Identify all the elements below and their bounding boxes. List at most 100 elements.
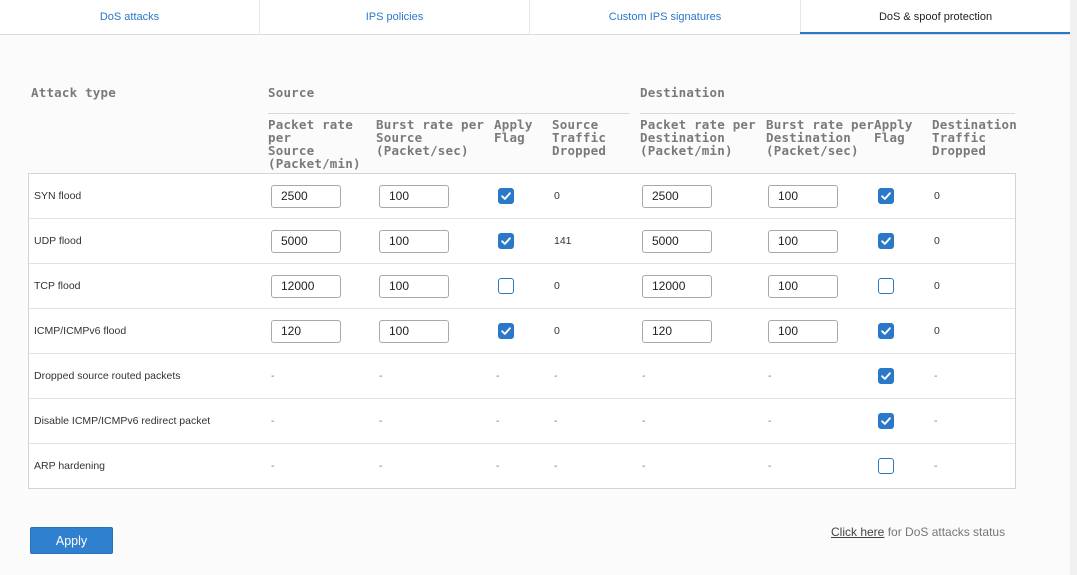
dst-apply-flag-checkbox-cell bbox=[878, 444, 894, 488]
src-packet-rate-input[interactable] bbox=[271, 229, 341, 253]
dst-packet-rate-input-cell bbox=[642, 219, 712, 263]
table-row: TCP flood 0 0 bbox=[29, 264, 1015, 309]
dst-apply-flag-checkbox[interactable] bbox=[878, 188, 894, 204]
dst-burst-rate-input[interactable] bbox=[768, 274, 838, 298]
src-packet-rate-input-cell bbox=[271, 264, 341, 308]
src-apply-flag-checkbox-cell bbox=[498, 219, 514, 263]
header-line: Dropped bbox=[932, 143, 987, 158]
attack-type-label: ICMP/ICMPv6 flood bbox=[34, 325, 127, 337]
src-packet-rate-input[interactable] bbox=[271, 319, 341, 343]
destination-group-header: Destination bbox=[640, 85, 725, 100]
dst-apply-flag-checkbox[interactable] bbox=[878, 233, 894, 249]
tab-bar: DoS attacks IPS policies Custom IPS sign… bbox=[0, 0, 1070, 35]
src-packet-rate-input[interactable] bbox=[271, 184, 341, 208]
src-apply-flag-checkbox[interactable] bbox=[498, 323, 514, 339]
checkmark-icon bbox=[881, 417, 891, 425]
dst-packet-rate-input[interactable] bbox=[642, 184, 712, 208]
src-traffic-dropped-value: 0 bbox=[554, 190, 560, 202]
dst-apply-flag-checkbox[interactable] bbox=[878, 458, 894, 474]
dst-burst-rate-input-empty: - bbox=[768, 460, 772, 472]
src-burst-rate-input[interactable] bbox=[379, 274, 449, 298]
destination-header-divider bbox=[640, 113, 1015, 114]
src-burst-rate-input[interactable] bbox=[379, 184, 449, 208]
dst-burst-rate-input-cell bbox=[768, 264, 838, 308]
src-burst-rate-input-cell bbox=[379, 219, 449, 263]
dst-traffic-dropped-value: 0 bbox=[934, 190, 940, 202]
dst-packet-rate-input-empty: - bbox=[642, 370, 646, 382]
dst-packet-rate-input-empty: - bbox=[642, 415, 646, 427]
header-line: Apply bbox=[494, 117, 533, 132]
table-row: ICMP/ICMPv6 flood 0 0 bbox=[29, 309, 1015, 354]
attack-type-label: TCP flood bbox=[34, 280, 81, 292]
src-burst-rate-input-empty: - bbox=[379, 460, 383, 472]
checkmark-icon bbox=[881, 372, 891, 380]
dst-burst-rate-input-cell bbox=[768, 309, 838, 353]
dst-apply-flag-checkbox[interactable] bbox=[878, 278, 894, 294]
header-line: Source bbox=[552, 117, 599, 132]
src-burst-rate-input[interactable] bbox=[379, 319, 449, 343]
attack-type-label: SYN flood bbox=[34, 190, 82, 202]
dst-packet-rate-input-empty: - bbox=[642, 460, 646, 472]
header-line: Flag bbox=[874, 130, 905, 145]
dst-burst-rate-input[interactable] bbox=[768, 229, 838, 253]
dst-burst-rate-input[interactable] bbox=[768, 184, 838, 208]
dst-apply-flag-checkbox[interactable] bbox=[878, 368, 894, 384]
dst-packet-rate-input[interactable] bbox=[642, 229, 712, 253]
src-packet-rate-input-cell bbox=[271, 309, 341, 353]
tab-custom-ips-signatures[interactable]: Custom IPS signatures bbox=[529, 0, 800, 34]
dst-packet-rate-input-cell bbox=[642, 174, 712, 218]
src-packet-rate-input-empty: - bbox=[271, 460, 275, 472]
checkmark-icon bbox=[881, 192, 891, 200]
src-apply-flag-checkbox-cell bbox=[498, 309, 514, 353]
dst-packet-rate-input[interactable] bbox=[642, 274, 712, 298]
dos-status-text: for DoS attacks status bbox=[884, 525, 1006, 539]
source-group-header: Source bbox=[268, 85, 315, 100]
src-burst-rate-input[interactable] bbox=[379, 229, 449, 253]
header-line: Traffic bbox=[552, 130, 607, 145]
source-header-divider bbox=[268, 113, 630, 114]
dst-apply-flag-checkbox-cell bbox=[878, 219, 894, 263]
scrollbar-track[interactable] bbox=[1070, 0, 1077, 575]
dst-apply-flag-checkbox[interactable] bbox=[878, 413, 894, 429]
dst-traffic-dropped-value: - bbox=[934, 460, 938, 472]
dst-apply-flag-checkbox[interactable] bbox=[878, 323, 894, 339]
tab-dos-spoof-protection[interactable]: DoS & spoof protection bbox=[800, 0, 1070, 34]
dst-traffic-dropped-value: - bbox=[934, 415, 938, 427]
dst-packet-rate-input[interactable] bbox=[642, 319, 712, 343]
table-row: Disable ICMP/ICMPv6 redirect packet - - - - -… bbox=[29, 399, 1015, 444]
checkmark-icon bbox=[501, 192, 511, 200]
src-burst-rate-input-cell bbox=[379, 174, 449, 218]
dst-burst-rate-input-cell bbox=[768, 219, 838, 263]
header-line: Source bbox=[268, 143, 315, 158]
table-row: ARP hardening - - - - - - - bbox=[29, 444, 1015, 489]
src-apply-flag-checkbox[interactable] bbox=[498, 233, 514, 249]
attack-type-label: Disable ICMP/ICMPv6 redirect packet bbox=[34, 415, 211, 427]
src-burst-rate-input-cell bbox=[379, 264, 449, 308]
tab-ips-policies[interactable]: IPS policies bbox=[259, 0, 529, 34]
dos-status-message: Click here for DoS attacks status bbox=[831, 525, 1005, 539]
apply-button[interactable]: Apply bbox=[30, 527, 113, 554]
dst-traffic-dropped-value: 0 bbox=[934, 235, 940, 247]
dst-apply-flag-header: Apply Flag bbox=[874, 118, 913, 144]
header-line: (Packet/min) bbox=[640, 143, 733, 158]
dst-traffic-dropped-value: 0 bbox=[934, 280, 940, 292]
checkmark-icon bbox=[501, 237, 511, 245]
src-apply-flag-checkbox[interactable] bbox=[498, 188, 514, 204]
header-line: (Packet/min) bbox=[268, 156, 361, 171]
src-apply-flag-checkbox[interactable] bbox=[498, 278, 514, 294]
header-line: Packet rate per bbox=[640, 117, 756, 132]
dst-packet-rate-input-cell bbox=[642, 309, 712, 353]
header-line: Destination bbox=[932, 117, 1017, 132]
src-traffic-dropped-value: - bbox=[554, 415, 558, 427]
header-line: Dropped bbox=[552, 143, 607, 158]
src-traffic-dropped-header: Source Traffic Dropped bbox=[552, 118, 606, 157]
header-line: Packet rate bbox=[268, 117, 353, 132]
header-line: Apply bbox=[874, 117, 913, 132]
src-burst-rate-input-cell bbox=[379, 309, 449, 353]
dst-burst-rate-input[interactable] bbox=[768, 319, 838, 343]
tab-dos-attacks[interactable]: DoS attacks bbox=[99, 11, 160, 23]
dos-status-link[interactable]: Click here bbox=[831, 525, 885, 539]
src-packet-rate-input[interactable] bbox=[271, 274, 341, 298]
attack-type-header: Attack type bbox=[31, 85, 116, 100]
